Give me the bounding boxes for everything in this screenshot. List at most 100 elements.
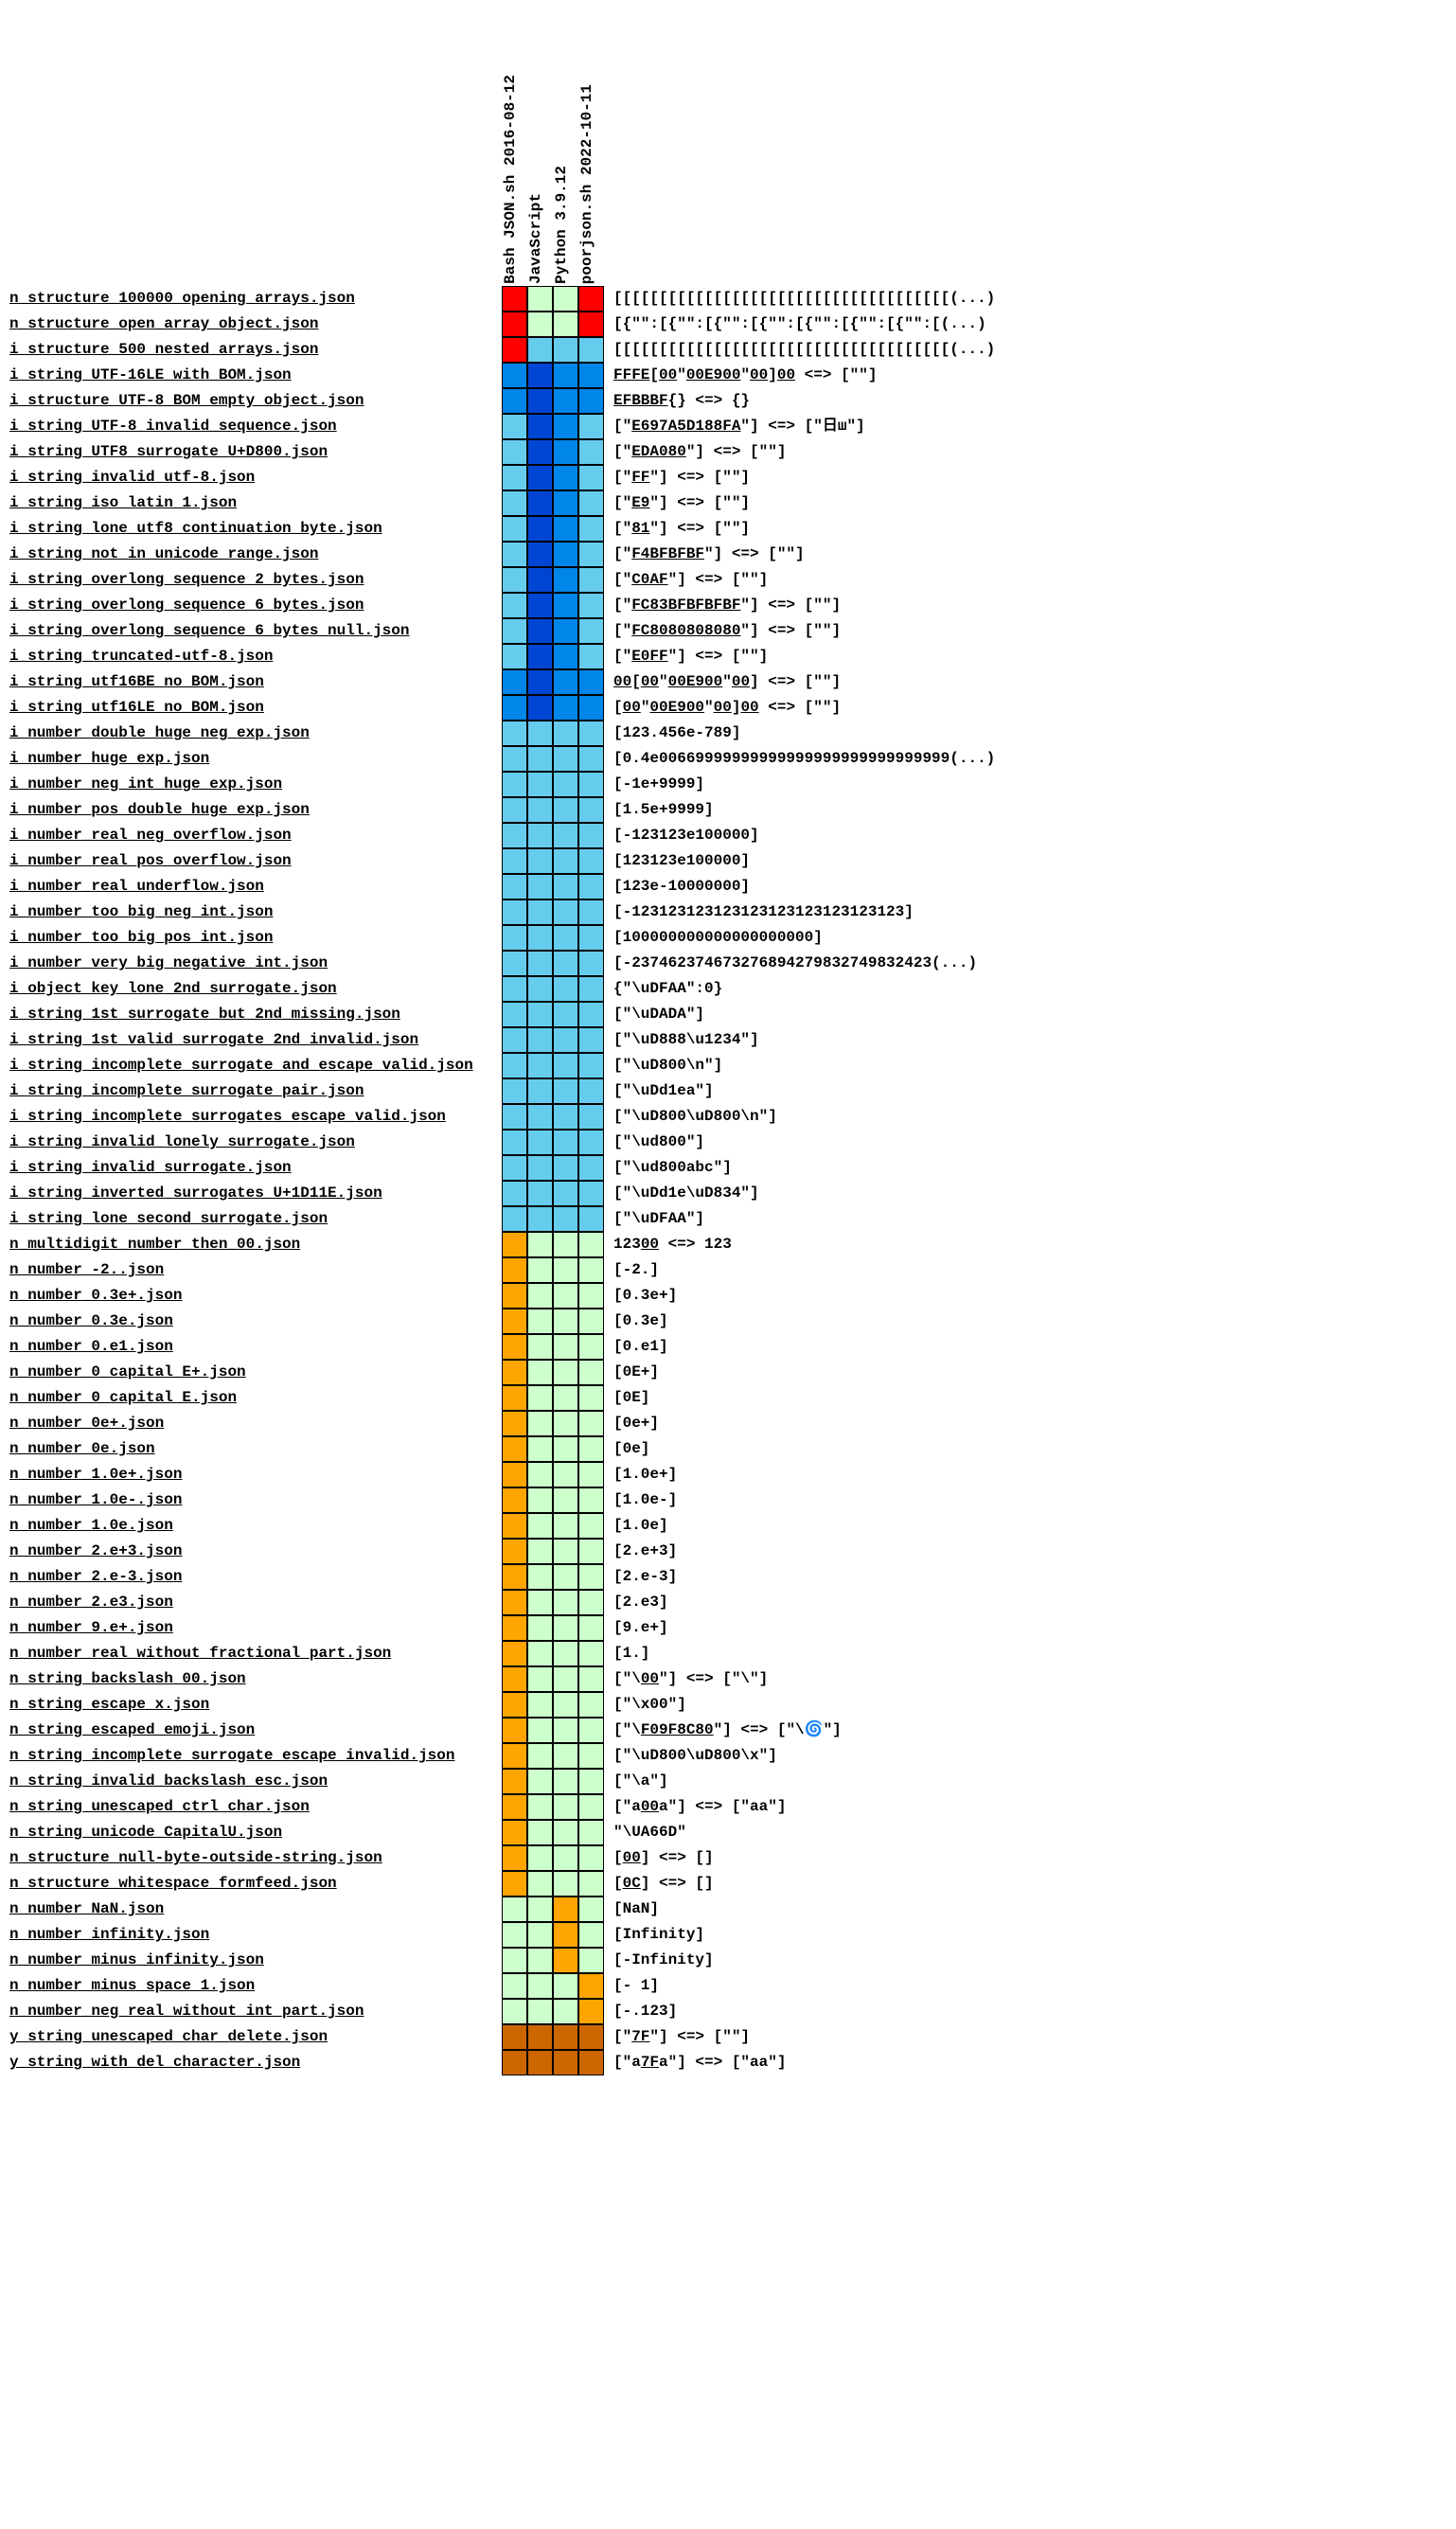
result-cell <box>553 1769 578 1794</box>
result-cell <box>527 1027 553 1053</box>
result-cell <box>502 1283 527 1309</box>
result-cell <box>527 1309 553 1334</box>
test-content: [1.0e-] <box>604 1487 1447 1513</box>
result-cell <box>502 1539 527 1564</box>
test-filename: i_string_lone_second_surrogate.json <box>9 1206 502 1232</box>
result-cell <box>502 1845 527 1871</box>
test-row: n_number_2.e3.json[2.e3] <box>9 1590 1447 1615</box>
test-content: [-.123] <box>604 1999 1447 2024</box>
result-cell <box>553 1718 578 1743</box>
test-content: [0.4e00669999999999999999999999999999(..… <box>604 746 1447 772</box>
test-content: [9.e+] <box>604 1615 1447 1641</box>
result-cell <box>527 1897 553 1922</box>
test-filename: i_string_not_in_unicode_range.json <box>9 542 502 567</box>
test-filename: i_number_huge_exp.json <box>9 746 502 772</box>
result-cell <box>527 1257 553 1283</box>
result-cell <box>527 1232 553 1257</box>
test-filename: i_string_invalid_lonely_surrogate.json <box>9 1130 502 1155</box>
result-cell <box>553 542 578 567</box>
result-cell <box>527 1462 553 1487</box>
test-filename: n_structure_whitespace_formfeed.json <box>9 1871 502 1897</box>
result-cell <box>502 1999 527 2024</box>
test-filename: n_string_unescaped_ctrl_char.json <box>9 1794 502 1820</box>
test-filename: n_string_escaped_emoji.json <box>9 1718 502 1743</box>
test-row: i_string_utf16BE_no_BOM.json00[00"00E900… <box>9 669 1447 695</box>
test-content: [0E] <box>604 1385 1447 1411</box>
result-cell <box>578 1181 604 1206</box>
test-row: i_string_truncated-utf-8.json["E0FF"] <=… <box>9 644 1447 669</box>
test-content: ["\uD800\uD800\x"] <box>604 1743 1447 1769</box>
result-cell <box>553 1206 578 1232</box>
result-cell <box>578 1104 604 1130</box>
test-row: n_number_0_capital_E.json [0E] <box>9 1385 1447 1411</box>
result-cell <box>527 951 553 976</box>
result-cell <box>502 1027 527 1053</box>
result-cell <box>527 1155 553 1181</box>
result-cell <box>578 848 604 874</box>
result-cell <box>553 2050 578 2075</box>
test-filename: n_number_0.e1.json <box>9 1334 502 1360</box>
test-row: n_number_0e+.json[0e+] <box>9 1411 1447 1436</box>
result-cell <box>502 1897 527 1922</box>
result-cell <box>502 1743 527 1769</box>
result-cell <box>553 2024 578 2050</box>
test-filename: n_structure_100000_opening_arrays.json <box>9 286 502 312</box>
result-cell <box>578 1436 604 1462</box>
test-row: i_number_huge_exp.json [0.4e0066999999999… <box>9 746 1447 772</box>
result-cell <box>553 874 578 899</box>
test-row: i_string_incomplete_surrogate_and_escape… <box>9 1053 1447 1078</box>
result-cell <box>578 1692 604 1718</box>
test-content: ["\uDFAA"] <box>604 1206 1447 1232</box>
result-cell <box>502 618 527 644</box>
test-row: i_string_invalid_lonely_surrogate.json["… <box>9 1130 1447 1155</box>
result-cell <box>553 490 578 516</box>
result-cell <box>502 1820 527 1845</box>
test-filename: n_number_-2..json <box>9 1257 502 1283</box>
column-headers: Bash JSON.sh 2016-08-12JavaScriptPython … <box>9 9 1447 284</box>
test-row: n_string_escape_x.json["\x00"] <box>9 1692 1447 1718</box>
result-cell <box>553 1385 578 1411</box>
result-cell <box>502 874 527 899</box>
test-content: [{"":[{"":[{"":[{"":[{"":[{"":[{"":[(...… <box>604 312 1447 337</box>
result-cell <box>578 542 604 567</box>
test-row: i_string_iso_latin_1.json["E9"] <=> [""] <box>9 490 1447 516</box>
result-cell <box>553 1155 578 1181</box>
test-filename: n_multidigit_number_then_00.json <box>9 1232 502 1257</box>
result-cell <box>553 312 578 337</box>
test-row: n_structure_100000_opening_arrays.json[[… <box>9 286 1447 312</box>
test-content: [0e+] <box>604 1411 1447 1436</box>
result-cell <box>553 286 578 312</box>
test-content: ["\a"] <box>604 1769 1447 1794</box>
result-cell <box>578 1539 604 1564</box>
result-cell <box>527 1999 553 2024</box>
test-filename: n_number_0_capital_E.json <box>9 1385 502 1411</box>
test-content: ["E9"] <=> [""] <box>604 490 1447 516</box>
result-cell <box>527 593 553 618</box>
test-content: [-237462374673276894279832749832423(...) <box>604 951 1447 976</box>
result-cell <box>527 567 553 593</box>
test-filename: i_string_invalid_utf-8.json <box>9 465 502 490</box>
test-row: i_string_utf16LE_no_BOM.json[00"00E900"0… <box>9 695 1447 721</box>
result-cell <box>502 746 527 772</box>
test-row: i_string_overlong_sequence_6_bytes_null.… <box>9 618 1447 644</box>
result-cell <box>553 388 578 414</box>
result-cell <box>553 669 578 695</box>
test-filename: n_number_2.e-3.json <box>9 1564 502 1590</box>
result-cell <box>553 695 578 721</box>
result-cell <box>578 1871 604 1897</box>
result-cell <box>527 1411 553 1436</box>
result-cell <box>553 414 578 439</box>
result-cell <box>553 1666 578 1692</box>
test-filename: i_string_lone_utf8_continuation_byte.jso… <box>9 516 502 542</box>
result-cell <box>553 337 578 363</box>
result-cell <box>527 618 553 644</box>
result-cell <box>502 1002 527 1027</box>
test-filename: y_string_unescaped_char_delete.json <box>9 2024 502 2050</box>
result-cell <box>553 1794 578 1820</box>
result-cell <box>527 1615 553 1641</box>
test-row: n_structure_null-byte-outside-string.jso… <box>9 1845 1447 1871</box>
test-content: ["a00a"] <=> ["aa"] <box>604 1794 1447 1820</box>
result-cell <box>578 337 604 363</box>
result-cell <box>553 1232 578 1257</box>
result-cell <box>527 1922 553 1948</box>
